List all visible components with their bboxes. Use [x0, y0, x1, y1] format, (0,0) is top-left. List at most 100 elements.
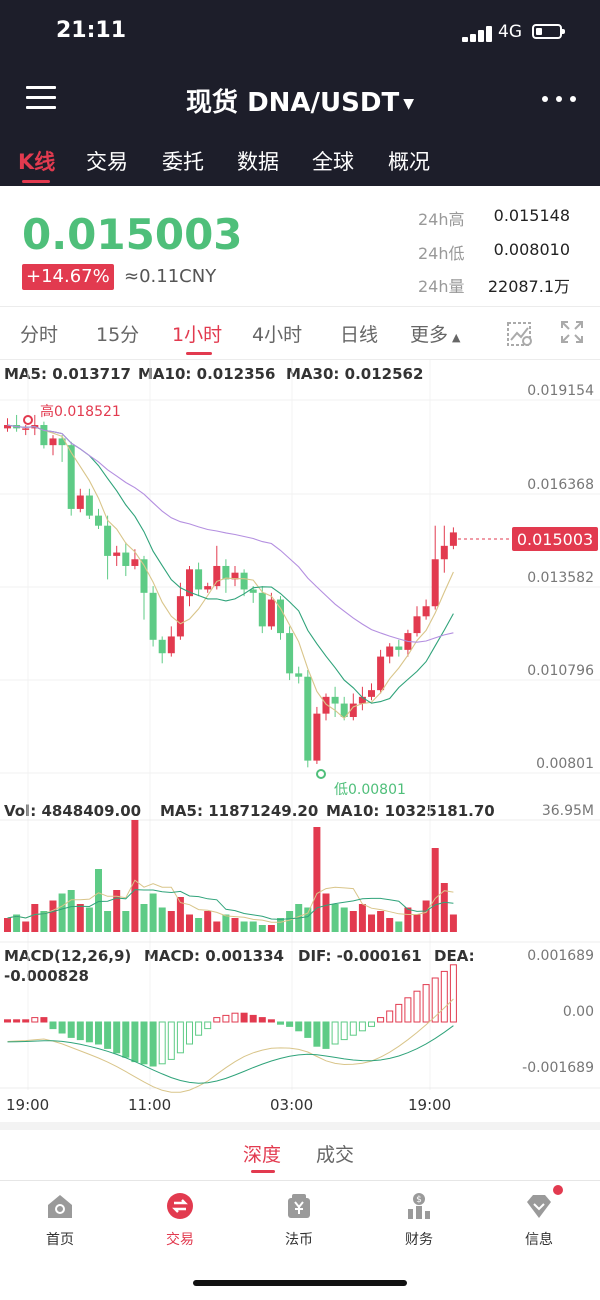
volume-bar [340, 907, 348, 932]
market-selector[interactable]: 现货 DNA/USDT ▼ [0, 82, 600, 119]
macd-bar [4, 1019, 11, 1023]
volume-bar [377, 911, 385, 932]
tab-overview[interactable]: 概况 [388, 150, 430, 174]
candle [95, 515, 102, 526]
volume-bar [186, 914, 193, 932]
top-bar [0, 0, 600, 186]
more-options-icon[interactable] [542, 96, 576, 102]
price-axis-label: 0.010796 [527, 663, 594, 679]
interval-timeline[interactable]: 分时 [20, 324, 59, 346]
page-title: 现货 DNA/USDT [186, 88, 400, 118]
macd-bar [213, 1017, 221, 1023]
time-axis-label: 19:00 [408, 1096, 452, 1114]
stat-value-high: 0.015148 [493, 206, 570, 225]
stat-value-volume: 22087.1万 [487, 277, 570, 296]
candle [204, 586, 212, 590]
volume-bar [104, 911, 112, 932]
tab-global[interactable]: 全球 [312, 150, 354, 174]
volume-bar [22, 921, 30, 932]
macd-bar [158, 1021, 166, 1065]
volume-bar [149, 893, 157, 932]
finance-icon: $ [408, 1193, 430, 1219]
volume-bar [222, 914, 230, 932]
indicator-settings-icon[interactable] [506, 320, 534, 348]
legend-dea: DEA: [434, 947, 475, 965]
price-axis-label: 0.00801 [536, 756, 594, 772]
candle [295, 673, 303, 677]
volume-bar [131, 820, 139, 932]
volume-bar [249, 921, 257, 932]
volume-bar [122, 911, 130, 932]
volume-bar [195, 918, 203, 932]
tab-kline[interactable]: K线 [18, 150, 56, 174]
candle [85, 495, 93, 516]
stat-label-low: 24h低 [418, 244, 465, 263]
candle [240, 572, 248, 590]
ma30-line [7, 424, 454, 643]
tab-data[interactable]: 数据 [237, 150, 279, 174]
fullscreen-icon[interactable] [560, 320, 584, 344]
macd-bar [204, 1021, 212, 1030]
low-marker [316, 769, 326, 779]
volume-bar [277, 918, 284, 932]
candle [413, 616, 421, 634]
legend-ma30: MA30: 0.012562 [286, 365, 424, 383]
nav-home-label: 首页 [46, 1232, 74, 1248]
volume-bar [240, 921, 248, 932]
candle [431, 559, 439, 607]
nav-messages[interactable]: 信息 [499, 1185, 579, 1249]
legend-macd: MACD: 0.001334 [144, 947, 284, 965]
stat-label-volume: 24h量 [418, 277, 465, 296]
tab-trades[interactable]: 成交 [316, 1144, 355, 1166]
interval-4h[interactable]: 4小时 [252, 324, 303, 346]
macd-bar [449, 964, 457, 1023]
nav-home[interactable]: 首页 [20, 1191, 100, 1249]
nav-trade-label: 交易 [166, 1232, 194, 1248]
tab-orders[interactable]: 委托 [162, 150, 204, 174]
volume-bar [413, 914, 421, 932]
nav-messages-label: 信息 [525, 1232, 553, 1248]
price-axis-label: 0.013582 [527, 570, 594, 586]
nav-fiat[interactable]: 法币 [259, 1191, 339, 1249]
candle [331, 696, 339, 704]
interval-1h[interactable]: 1小时 [172, 324, 223, 346]
interval-15m[interactable]: 15分 [96, 324, 140, 346]
candle [140, 559, 148, 593]
legend-dif: DIF: -0.000161 [298, 947, 422, 965]
volume-bar [449, 914, 457, 932]
home-icon [48, 1195, 72, 1218]
macd-bar [31, 1017, 39, 1023]
kline-chart[interactable]: 0.015003 高0.018521 低0.00801 [0, 360, 600, 1120]
caret-down-icon: ▼ [403, 95, 414, 112]
volume-bar [31, 904, 39, 932]
volume-axis-label: 36.95M [541, 803, 594, 819]
interval-more[interactable]: 更多 ▲ [410, 320, 460, 347]
nav-finance[interactable]: $ 财务 [379, 1191, 459, 1249]
interval-1d[interactable]: 日线 [340, 324, 379, 346]
macd-bar [249, 1014, 257, 1023]
candle [277, 599, 284, 634]
candle [167, 636, 175, 654]
tab-trade[interactable]: 交易 [86, 150, 128, 174]
cny-price: ≈0.11CNY [124, 266, 217, 287]
interval-tabs: 分时 15分 1小时 4小时 日线 更多 ▲ [0, 316, 600, 358]
volume-bar [40, 911, 48, 932]
macd-bar [186, 1021, 193, 1045]
legend-vol-ma10: MA10: 10325181.70 [326, 802, 495, 820]
legend-vol: Vol: 4848409.00 [4, 802, 142, 820]
macd-bar [58, 1021, 66, 1034]
candle [158, 639, 166, 654]
candle [449, 532, 457, 546]
dea-line [7, 1025, 454, 1084]
menu-icon[interactable] [26, 86, 56, 110]
tab-depth[interactable]: 深度 [243, 1144, 282, 1166]
macd-bar [322, 1021, 330, 1049]
status-time: 21:11 [56, 18, 127, 43]
macd-bar [67, 1021, 75, 1038]
candle [195, 569, 203, 590]
nav-trade[interactable]: 交易 [140, 1191, 220, 1249]
volume-bar [231, 918, 239, 932]
volume-bar [304, 907, 312, 932]
candle [313, 713, 321, 761]
dif-line [7, 998, 454, 1093]
